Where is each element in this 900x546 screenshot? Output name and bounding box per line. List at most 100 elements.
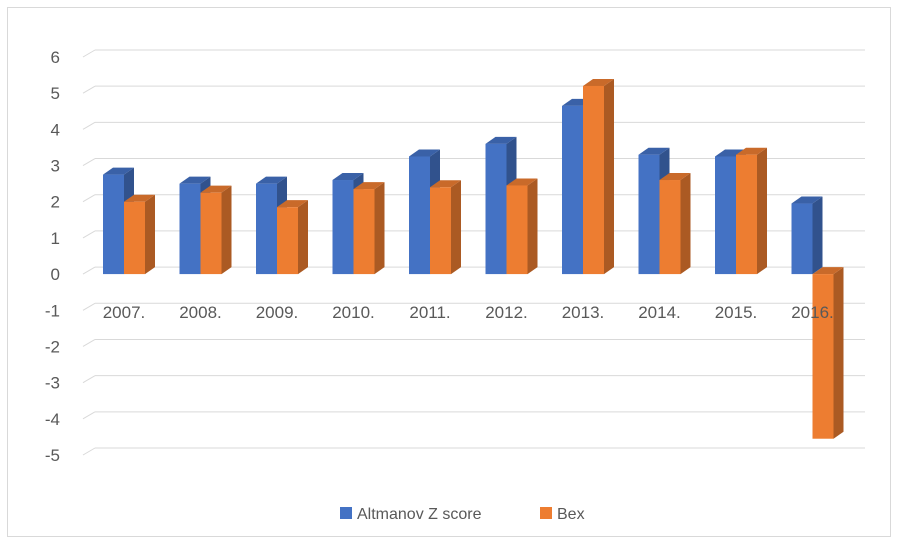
bar-side xyxy=(680,173,691,275)
x-tick-label: 2012. xyxy=(485,303,528,322)
bar-bex-2010 xyxy=(353,182,385,275)
x-axis: 2007. 2008. 2009. 2010. 2011. 2012. 2013. 2014.… xyxy=(103,303,834,322)
bar-front xyxy=(812,274,834,439)
y-tick-label: -4 xyxy=(45,410,60,429)
bar-top xyxy=(430,180,461,188)
y-tick-label: 6 xyxy=(51,48,60,67)
y-tick-label: 0 xyxy=(51,265,60,284)
bar-top xyxy=(506,178,538,186)
bar-front xyxy=(332,180,354,275)
bar-side xyxy=(833,267,844,439)
legend-label-altmanov: Altmanov Z score xyxy=(357,506,482,523)
bar-top xyxy=(736,147,767,155)
bar-front xyxy=(506,185,528,275)
bar-front xyxy=(736,154,757,275)
legend-swatch-bex xyxy=(540,507,552,519)
y-tick-label: 1 xyxy=(51,229,60,248)
bar-front xyxy=(485,143,507,275)
bar-top xyxy=(179,176,211,184)
bar-side xyxy=(374,182,385,275)
y-tick-label: 3 xyxy=(51,157,60,176)
y-tick-label: -1 xyxy=(45,301,60,320)
bar-side xyxy=(812,196,823,275)
gridline-diag xyxy=(82,266,96,275)
bar-front xyxy=(200,192,222,275)
x-tick-label: 2011. xyxy=(409,303,450,322)
bar-bex-2015 xyxy=(736,147,767,275)
x-tick-label: 2007. xyxy=(103,303,146,322)
bar-side xyxy=(145,194,155,275)
bar-front xyxy=(430,187,451,275)
y-tick-label: -3 xyxy=(45,374,60,393)
gridline-diag xyxy=(82,230,96,239)
bar-side xyxy=(757,147,767,275)
bar-top xyxy=(256,176,287,184)
bar-top xyxy=(277,200,308,208)
bar-top xyxy=(791,196,823,204)
x-tick-label: 2010. xyxy=(332,303,375,322)
bar-front xyxy=(583,85,604,275)
x-tick-label: 2015. xyxy=(715,303,758,322)
bar-bex-2008 xyxy=(200,185,232,275)
x-tick-label: 2014. xyxy=(638,303,681,322)
bar-side xyxy=(221,185,232,275)
gridline-diag xyxy=(82,302,96,311)
bar-front xyxy=(256,183,277,275)
bar-front xyxy=(277,207,298,275)
bar-front xyxy=(715,156,736,275)
bars xyxy=(103,78,844,439)
bar-top xyxy=(353,182,385,190)
bar-front xyxy=(409,156,430,275)
bar-front xyxy=(103,174,124,275)
gridline-diag xyxy=(82,194,96,203)
y-tick-label: 4 xyxy=(51,120,60,139)
bar-front xyxy=(353,189,375,275)
bar-front xyxy=(659,180,681,275)
x-tick-label: 2016. xyxy=(791,303,834,322)
bar-bex-2014 xyxy=(659,173,691,275)
bar-side xyxy=(298,200,308,275)
bar-bex-2016 xyxy=(812,267,844,439)
gridline-diag xyxy=(82,158,96,166)
bar-bex-2012 xyxy=(506,178,538,275)
y-tick-label: 2 xyxy=(51,193,60,212)
bar-bex-2013 xyxy=(583,78,614,275)
gridline-diag xyxy=(82,411,96,420)
gridline-diag xyxy=(82,339,96,347)
bar-bex-2007 xyxy=(124,194,155,275)
gridline-diag xyxy=(82,121,96,130)
y-axis: 6 5 4 3 2 1 0 -1 -2 -3 -4 -5 xyxy=(45,48,60,465)
bar-top xyxy=(659,173,691,181)
gridline-diag xyxy=(82,375,96,384)
bar-top xyxy=(124,194,155,202)
bar-top xyxy=(103,167,134,175)
gridline-diag xyxy=(82,85,96,94)
bar-side xyxy=(451,180,461,275)
legend-swatch-altmanov xyxy=(340,507,352,519)
bar-side xyxy=(604,78,614,275)
gridline-diag xyxy=(82,447,96,456)
bar-top xyxy=(409,149,440,157)
bar-side xyxy=(527,178,538,275)
x-tick-label: 2013. xyxy=(562,303,605,322)
bar-top xyxy=(332,173,364,181)
x-tick-label: 2008. xyxy=(179,303,222,322)
bar-bex-2009 xyxy=(277,200,308,275)
bar-front xyxy=(562,105,583,275)
bar-top xyxy=(583,78,614,86)
bar-top xyxy=(638,147,670,155)
bar-altmanov-2016 xyxy=(791,196,823,275)
y-tick-label: -2 xyxy=(45,337,60,356)
bar-top xyxy=(485,136,517,144)
bar-front xyxy=(179,183,201,275)
bar-top xyxy=(812,267,844,275)
y-tick-label: 5 xyxy=(51,84,60,103)
x-tick-label: 2009. xyxy=(256,303,299,322)
bar-front xyxy=(638,154,660,275)
bar-bex-2011 xyxy=(430,180,461,275)
legend: Altmanov Z score Bex xyxy=(340,506,585,523)
gridline-diag xyxy=(82,49,96,58)
y-tick-label: -5 xyxy=(45,446,60,465)
legend-label-bex: Bex xyxy=(557,506,585,523)
